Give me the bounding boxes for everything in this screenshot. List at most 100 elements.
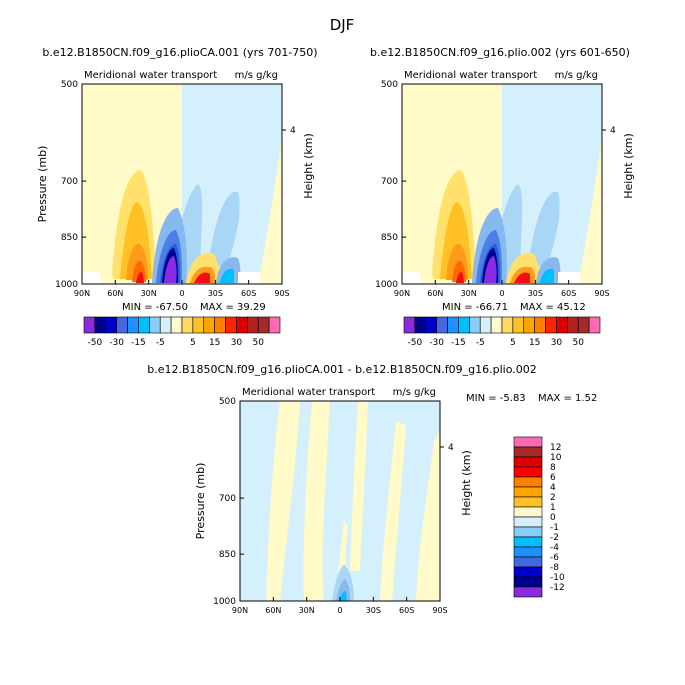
negative-lobe <box>164 256 177 283</box>
y-tick-label: 850 <box>381 233 398 243</box>
colorbar-swatch <box>83 316 96 334</box>
right-tick-label: 4 <box>290 126 296 136</box>
colorbar-label: 0 <box>550 513 556 523</box>
negative-lobe <box>540 268 554 283</box>
colorbar-label: -50 <box>88 338 103 348</box>
x-tick-label: 30N <box>141 289 157 298</box>
field-region <box>578 134 602 284</box>
y-tick-label: 700 <box>381 177 398 187</box>
colorbar-swatch <box>513 486 543 498</box>
colorbar-swatch <box>567 316 579 334</box>
colorbar-swatch <box>490 316 503 334</box>
field-region <box>303 401 330 601</box>
right-axis-label: Height (km) <box>302 133 315 199</box>
x-tick-label: 90N <box>394 289 410 298</box>
negative-lobe <box>210 191 240 274</box>
colorbar-label: -15 <box>131 338 146 348</box>
colorbar-label: -50 <box>408 338 423 348</box>
colorbar-swatch <box>513 496 543 508</box>
panel-1: b.e12.B1850CN.f09_g16.plioCA.001 (yrs 70… <box>36 46 318 313</box>
y-tick-label: 700 <box>219 494 236 504</box>
land-mask <box>558 272 580 284</box>
colorbar-swatch <box>447 316 459 334</box>
colorbar-label: -6 <box>550 553 559 563</box>
y-axis-label: Pressure (mb) <box>194 463 207 540</box>
field-region <box>266 401 300 601</box>
colorbar-swatch <box>512 316 525 334</box>
x-tick-label: 90S <box>274 289 289 298</box>
y-tick-label: 700 <box>61 177 78 187</box>
colorbar-label: -10 <box>550 573 565 583</box>
y-tick-label: 500 <box>381 80 398 90</box>
land-mask <box>82 272 100 284</box>
x-tick-label: 30S <box>208 289 223 298</box>
colorbar-swatch <box>513 586 543 598</box>
colorbar-swatch <box>545 316 557 334</box>
colorbar-swatch <box>403 316 416 334</box>
x-tick-label: 0 <box>337 606 342 615</box>
colorbar-swatch <box>513 506 543 518</box>
colorbar-swatch <box>513 526 543 538</box>
colorbar-swatch <box>94 316 107 334</box>
colorbar-label: 5 <box>190 338 196 348</box>
min-label: MIN = -67.50 <box>122 302 188 313</box>
colorbar-swatch <box>513 466 543 478</box>
field-region <box>258 134 282 284</box>
colorbar-swatch <box>436 316 448 334</box>
x-tick-label: 0 <box>179 289 184 298</box>
colorbar-swatch <box>458 316 470 334</box>
panel-title: b.e12.B1850CN.f09_g16.plioCA.001 (yrs 70… <box>42 46 317 59</box>
colorbar-label: 10 <box>550 453 562 463</box>
panel-title: b.e12.B1850CN.f09_g16.plio.002 (yrs 601-… <box>370 46 630 59</box>
colorbar-label: -15 <box>451 338 466 348</box>
colorbar-swatch <box>513 446 543 458</box>
colorbar-swatch <box>588 316 601 334</box>
colorbar-swatch <box>577 316 590 334</box>
colorbar-label: -1 <box>550 523 559 533</box>
right-axis-label: Height (km) <box>460 450 473 516</box>
y-tick-label: 1000 <box>375 280 398 290</box>
field-region <box>416 431 440 601</box>
colorbar-swatch <box>513 436 543 448</box>
max-label: MAX = 39.29 <box>200 302 266 313</box>
colorbar-swatch <box>268 316 281 334</box>
colorbar-swatch <box>170 316 183 334</box>
y-tick-label: 500 <box>219 397 236 407</box>
colorbar-label: 30 <box>551 338 563 348</box>
panel-title: b.e12.B1850CN.f09_g16.plioCA.001 - b.e12… <box>147 363 536 376</box>
colorbar-label: 2 <box>550 493 556 503</box>
colorbar-label: 12 <box>550 443 561 453</box>
colorbar-swatch <box>214 316 226 334</box>
colorbar-label: -2 <box>550 533 559 543</box>
y-tick-label: 850 <box>219 550 236 560</box>
colorbar-label: -12 <box>550 583 565 593</box>
x-tick-label: 30N <box>461 289 477 298</box>
panel-units: m/s g/kg <box>393 387 436 398</box>
colorbar-swatch <box>556 316 568 334</box>
negative-lobe <box>220 268 234 283</box>
colorbar-swatch <box>523 316 535 334</box>
x-tick-label: 30N <box>299 606 315 615</box>
y-tick-label: 850 <box>61 233 78 243</box>
colorbar-swatch <box>513 536 543 548</box>
x-tick-label: 90N <box>74 289 90 298</box>
negative-lobe <box>336 579 350 601</box>
field-region <box>350 401 368 571</box>
colorbar-swatch <box>247 316 259 334</box>
colorbar-swatch <box>425 316 437 334</box>
min-label: MIN = -5.83 <box>466 393 526 404</box>
colorbar-swatch <box>138 316 150 334</box>
positive-lobe <box>456 272 464 283</box>
colorbar-swatch <box>513 476 543 488</box>
negative-lobe <box>339 591 347 601</box>
colorbar-label: 8 <box>550 463 556 473</box>
colorbar-swatch <box>159 316 172 334</box>
negative-lobe <box>484 256 497 283</box>
colorbar-label: 4 <box>550 483 556 493</box>
x-tick-label: 30S <box>528 289 543 298</box>
panel-subtitle: Meridional water transport <box>84 70 217 81</box>
x-tick-label: 90S <box>594 289 609 298</box>
colorbar-label: 15 <box>209 338 220 348</box>
right-tick-label: 4 <box>610 126 616 136</box>
